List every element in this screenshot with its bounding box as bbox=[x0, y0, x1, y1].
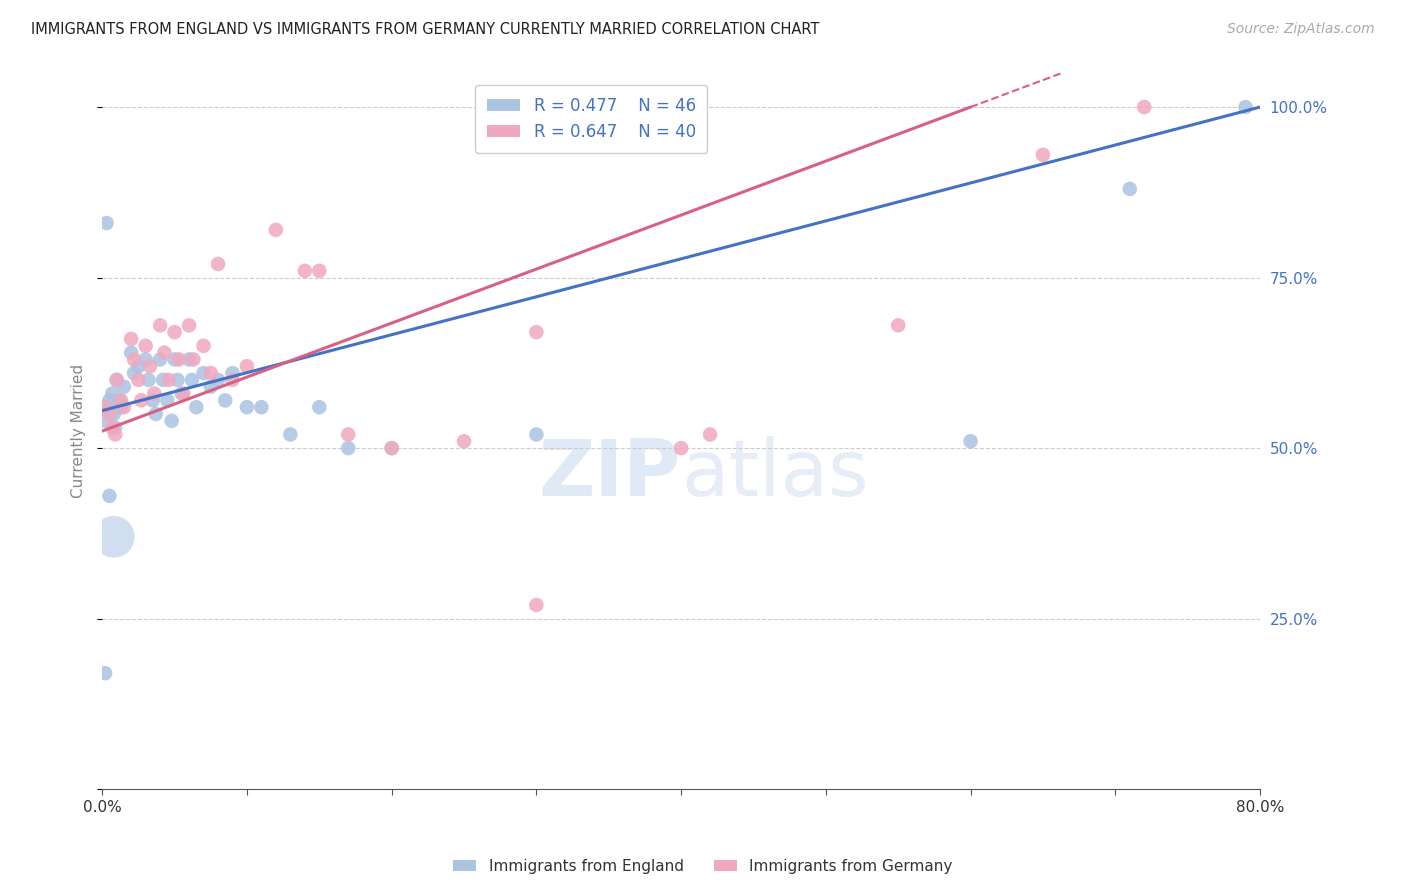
Point bbox=[156, 393, 179, 408]
Point bbox=[145, 407, 167, 421]
Point bbox=[98, 407, 121, 421]
Point bbox=[110, 393, 132, 408]
Point bbox=[139, 359, 162, 374]
Point bbox=[236, 359, 259, 374]
Point bbox=[101, 420, 124, 434]
Point bbox=[129, 393, 152, 408]
Point bbox=[221, 366, 243, 380]
Y-axis label: Currently Married: Currently Married bbox=[72, 364, 86, 498]
Point bbox=[120, 345, 142, 359]
Point bbox=[177, 318, 200, 333]
Point bbox=[163, 352, 186, 367]
Point bbox=[207, 373, 229, 387]
Point bbox=[127, 359, 149, 374]
Point bbox=[181, 373, 204, 387]
Point bbox=[105, 373, 128, 387]
Point bbox=[524, 598, 547, 612]
Point bbox=[160, 414, 183, 428]
Point bbox=[699, 427, 721, 442]
Point bbox=[177, 352, 200, 367]
Point bbox=[94, 414, 117, 428]
Point bbox=[264, 223, 287, 237]
Point bbox=[524, 427, 547, 442]
Point bbox=[186, 400, 208, 414]
Point bbox=[221, 373, 243, 387]
Point bbox=[103, 407, 125, 421]
Point bbox=[105, 373, 128, 387]
Point bbox=[337, 427, 360, 442]
Point bbox=[193, 339, 215, 353]
Point bbox=[104, 420, 127, 434]
Point bbox=[122, 366, 145, 380]
Point bbox=[170, 386, 193, 401]
Point bbox=[103, 530, 125, 544]
Point bbox=[96, 400, 118, 414]
Point bbox=[183, 352, 205, 367]
Point bbox=[1234, 100, 1257, 114]
Point bbox=[112, 400, 135, 414]
Point bbox=[200, 380, 222, 394]
Point bbox=[157, 373, 180, 387]
Point bbox=[294, 264, 316, 278]
Point bbox=[669, 441, 692, 455]
Point bbox=[120, 332, 142, 346]
Legend: Immigrants from England, Immigrants from Germany: Immigrants from England, Immigrants from… bbox=[447, 853, 959, 880]
Point bbox=[214, 393, 236, 408]
Point bbox=[200, 366, 222, 380]
Point bbox=[172, 386, 194, 401]
Point bbox=[108, 393, 131, 408]
Text: atlas: atlas bbox=[681, 436, 869, 512]
Point bbox=[135, 352, 157, 367]
Point bbox=[127, 373, 149, 387]
Point bbox=[96, 216, 118, 230]
Point bbox=[280, 427, 302, 442]
Point bbox=[250, 400, 273, 414]
Text: IMMIGRANTS FROM ENGLAND VS IMMIGRANTS FROM GERMANY CURRENTLY MARRIED CORRELATION: IMMIGRANTS FROM ENGLAND VS IMMIGRANTS FR… bbox=[31, 22, 820, 37]
Text: ZIP: ZIP bbox=[538, 436, 681, 512]
Point bbox=[122, 352, 145, 367]
Point bbox=[236, 400, 259, 414]
Point bbox=[98, 489, 121, 503]
Point bbox=[153, 345, 176, 359]
Point bbox=[381, 441, 404, 455]
Point bbox=[112, 380, 135, 394]
Point bbox=[1032, 148, 1054, 162]
Point bbox=[1133, 100, 1156, 114]
Point bbox=[959, 434, 981, 449]
Point bbox=[887, 318, 910, 333]
Point bbox=[104, 427, 127, 442]
Point bbox=[337, 441, 360, 455]
Point bbox=[1119, 182, 1142, 196]
Point bbox=[94, 400, 117, 414]
Point bbox=[207, 257, 229, 271]
Point bbox=[138, 373, 160, 387]
Point bbox=[524, 325, 547, 339]
Point bbox=[308, 264, 330, 278]
Point bbox=[167, 352, 190, 367]
Point bbox=[453, 434, 475, 449]
Point bbox=[152, 373, 174, 387]
Point bbox=[166, 373, 188, 387]
Point bbox=[163, 325, 186, 339]
Legend: R = 0.477    N = 46, R = 0.647    N = 40: R = 0.477 N = 46, R = 0.647 N = 40 bbox=[475, 85, 707, 153]
Point bbox=[381, 441, 404, 455]
Point bbox=[98, 393, 121, 408]
Point bbox=[193, 366, 215, 380]
Point bbox=[149, 318, 172, 333]
Point bbox=[110, 400, 132, 414]
Point bbox=[142, 393, 165, 408]
Point bbox=[135, 339, 157, 353]
Text: Source: ZipAtlas.com: Source: ZipAtlas.com bbox=[1227, 22, 1375, 37]
Point bbox=[143, 386, 166, 401]
Point bbox=[149, 352, 172, 367]
Point bbox=[94, 666, 117, 681]
Point bbox=[308, 400, 330, 414]
Point bbox=[101, 386, 124, 401]
